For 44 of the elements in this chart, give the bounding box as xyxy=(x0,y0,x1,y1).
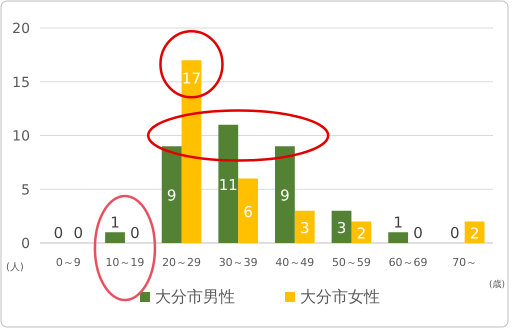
bar xyxy=(238,178,258,243)
x-tick-label: 70～ xyxy=(452,256,478,269)
bar xyxy=(162,146,182,243)
bar xyxy=(388,232,408,243)
bar xyxy=(332,210,352,243)
data-label: 1 xyxy=(393,213,403,232)
x-tick-label: 60～69 xyxy=(388,256,428,269)
x-tick-label: 20～29 xyxy=(162,256,202,269)
data-label: 11 xyxy=(218,176,238,194)
bar xyxy=(351,222,372,243)
data-label: 9 xyxy=(166,186,176,205)
data-label: 6 xyxy=(243,202,253,221)
x-axis-title: (歳) xyxy=(488,279,505,290)
y-tick-label: 15 xyxy=(12,74,30,91)
x-tick-label: 30～39 xyxy=(218,256,258,269)
data-label: 0 xyxy=(54,224,64,242)
y-tick-label: 10 xyxy=(12,128,30,144)
data-label: 17 xyxy=(182,69,202,88)
bar xyxy=(218,124,238,243)
y-axis-title: (人) xyxy=(6,262,24,273)
y-tick-label: 0 xyxy=(21,236,30,252)
data-label: 0 xyxy=(450,224,460,242)
x-tick-label: 40～49 xyxy=(275,256,314,269)
data-label: 3 xyxy=(300,218,310,237)
data-label: 1 xyxy=(110,213,120,232)
bar xyxy=(294,210,315,243)
x-tick-label: 10～19 xyxy=(105,256,144,269)
bar xyxy=(182,60,202,243)
data-label: 2 xyxy=(356,224,366,242)
legend-label: 大分市男性 xyxy=(155,287,235,306)
legend-label: 大分市女性 xyxy=(300,287,380,306)
data-label: 9 xyxy=(280,186,290,205)
bar xyxy=(105,232,125,243)
data-label: 3 xyxy=(336,218,346,237)
x-tick-label: 50～59 xyxy=(332,256,371,269)
data-label: 0 xyxy=(413,224,423,242)
y-tick-label: 20 xyxy=(12,21,30,37)
x-tick-label: 0～9 xyxy=(56,256,81,269)
data-label: 2 xyxy=(470,224,480,242)
bar xyxy=(274,146,295,243)
y-tick-label: 5 xyxy=(21,182,30,198)
data-label: 0 xyxy=(130,224,140,242)
bar xyxy=(464,222,485,243)
data-label: 0 xyxy=(73,224,83,242)
